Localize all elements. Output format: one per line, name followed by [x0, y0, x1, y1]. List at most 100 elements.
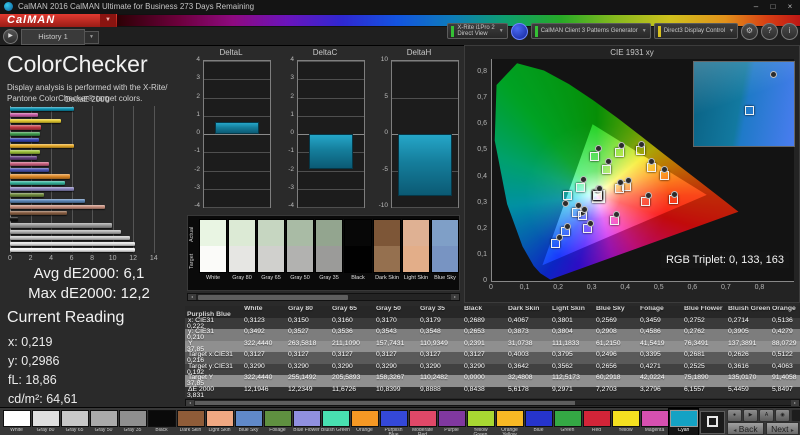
- swatch-target: [402, 246, 430, 273]
- axis-tick-label: 0: [489, 284, 493, 291]
- delta-l-chart: DeltaL 4 3 2 1 0 -1 -2 -3 -4: [187, 48, 275, 214]
- scrollbar-thumb[interactable]: [195, 401, 575, 405]
- display-status-bar: [657, 25, 661, 37]
- patch-purplish-blue[interactable]: Purplish Blue: [379, 409, 408, 435]
- patch-foliage[interactable]: Foliage: [263, 409, 292, 435]
- swatch-target: [257, 246, 285, 273]
- swatch-label: Black: [351, 275, 365, 281]
- transport-button-0[interactable]: ●: [727, 409, 742, 422]
- cie-measured-marker-foliage: [605, 158, 613, 166]
- transport-button-1[interactable]: ▶: [743, 409, 758, 422]
- scroll-right-icon[interactable]: ▸: [791, 400, 799, 406]
- patch-magenta[interactable]: Magenta: [640, 409, 669, 435]
- column-header-gray-80: Gray 80: [288, 306, 313, 313]
- cie-measured-marker-magenta: [613, 211, 621, 219]
- scroll-right-icon[interactable]: ▸: [451, 294, 459, 300]
- swatch-label: Blue Sky: [434, 275, 456, 281]
- logo-menu-chevron-icon[interactable]: ▼: [100, 14, 116, 27]
- scroll-left-icon[interactable]: ◂: [188, 294, 196, 300]
- patch-green[interactable]: Green: [553, 409, 582, 435]
- minimize-button[interactable]: –: [753, 2, 759, 11]
- axis-tick-label: 2: [290, 92, 294, 100]
- patch-color: [611, 410, 640, 427]
- column-header-purplish-blue: Purplish Blue: [187, 311, 231, 319]
- table-row-target-x-cie31: Target x:CIE31 0,3127 0,3127 0,3127 0,3127 0,…: [185, 351, 800, 364]
- table-cell: 0,3459: [640, 316, 661, 324]
- table-cell: 0,2681: [684, 351, 705, 359]
- maximize-button[interactable]: □: [770, 2, 776, 11]
- table-cell: 91,4058: [772, 374, 797, 382]
- patch-black[interactable]: Black: [147, 409, 176, 435]
- cie-target-marker-foliage: [601, 165, 611, 175]
- source-device-button[interactable]: CalMAN Client 3 Patterns Generator ▼: [530, 23, 651, 39]
- axis-tick-label: 10: [380, 56, 388, 63]
- patch-cyan[interactable]: Cyan: [668, 408, 699, 435]
- meter-device-button[interactable]: X-Rite i1Pro 2 Direct View ▼: [447, 23, 508, 39]
- transport-button-3[interactable]: ◉: [775, 409, 790, 422]
- patch-gray-35[interactable]: Gray 35: [118, 409, 147, 435]
- gridline: [153, 106, 155, 253]
- help-icon[interactable]: ?: [761, 22, 778, 40]
- table-cell: 31,0738: [508, 339, 533, 347]
- transport-button-2[interactable]: A: [759, 409, 774, 422]
- next-button[interactable]: Next ▸: [766, 422, 799, 435]
- tab-options-button[interactable]: ▼: [84, 31, 99, 44]
- calman-logo[interactable]: CalMAN: [0, 14, 117, 27]
- swatch-actual: [402, 219, 430, 246]
- tab-history-1[interactable]: History 1: [21, 29, 85, 45]
- axis-tick-label: 4: [49, 255, 54, 262]
- patch-blue-sky[interactable]: Blue Sky: [234, 409, 263, 435]
- patch-blue[interactable]: Blue: [524, 409, 553, 435]
- patch-white[interactable]: White: [2, 409, 31, 435]
- play-icon[interactable]: ▶: [3, 29, 18, 44]
- patch-orange-yellow[interactable]: Orange Yellow: [495, 409, 524, 435]
- back-button[interactable]: ◂ Back: [727, 422, 764, 435]
- patch-purple[interactable]: Purple: [437, 409, 466, 435]
- patch-blue-flower[interactable]: Blue Flower: [292, 409, 321, 435]
- scroll-left-icon[interactable]: ◂: [186, 400, 194, 406]
- meter-status-badge[interactable]: [510, 22, 528, 40]
- patch-orange[interactable]: Orange: [350, 409, 379, 435]
- patch-bluish-green[interactable]: Bluish Green: [321, 409, 350, 435]
- swatch-scrollbar[interactable]: ◂ ▸: [187, 293, 460, 301]
- patch-dark-skin[interactable]: Dark Skin: [176, 409, 205, 435]
- axis-tick-label: 0,2: [553, 284, 563, 291]
- info-icon[interactable]: i: [781, 22, 798, 40]
- patch-moderate-red[interactable]: Moderate Red: [408, 409, 437, 435]
- settings-gear-icon[interactable]: ⚙: [741, 22, 758, 40]
- table-cell: 0,4586: [640, 328, 661, 336]
- patch-color: [350, 410, 379, 427]
- swatch-actual: [315, 219, 343, 246]
- patch-gray-80[interactable]: Gray 80: [31, 409, 60, 435]
- axis-tick-label: 0: [384, 129, 388, 136]
- patch-gray-50[interactable]: Gray 50: [89, 409, 118, 435]
- table-cell: 0,3290: [244, 362, 265, 370]
- bar-orange: [10, 174, 70, 179]
- patch-yellow[interactable]: Yellow: [611, 409, 640, 435]
- axis-tick-label: -4: [194, 202, 200, 209]
- patch-color: [31, 410, 60, 427]
- patch-light-skin[interactable]: Light Skin: [205, 409, 234, 435]
- scrollbar-thumb[interactable]: [198, 295, 348, 300]
- patch-label: Magenta: [644, 428, 665, 433]
- swatch-label: Dark Skin: [375, 275, 399, 281]
- table-cell: 6,1557: [684, 385, 705, 393]
- bar-gray-80: [10, 241, 136, 246]
- table-scrollbar[interactable]: ◂ ▸: [185, 399, 800, 406]
- patch-red[interactable]: Red: [582, 409, 611, 435]
- column-header-bluish-green: Bluish Green: [728, 306, 770, 313]
- display-device-button[interactable]: Direct3 Display Control ▼: [653, 23, 738, 39]
- gridline: [298, 61, 364, 62]
- patch-gray-65[interactable]: Gray 65: [60, 409, 89, 435]
- axis-tick-label: -4: [288, 202, 294, 209]
- stop-button[interactable]: [700, 411, 725, 434]
- patch-yellow-green[interactable]: Yellow Green: [466, 409, 495, 435]
- column-header-blue-flower: Blue Flower: [684, 306, 723, 313]
- close-button[interactable]: ×: [787, 2, 793, 11]
- table-cell: 158,3267: [376, 374, 405, 382]
- transport-extra-area: [791, 409, 800, 422]
- table-cell: 0,3548: [420, 328, 441, 336]
- rainbow-gradient-bar: [117, 15, 800, 26]
- delta-h-plot: [391, 60, 459, 208]
- gridline: [298, 115, 364, 117]
